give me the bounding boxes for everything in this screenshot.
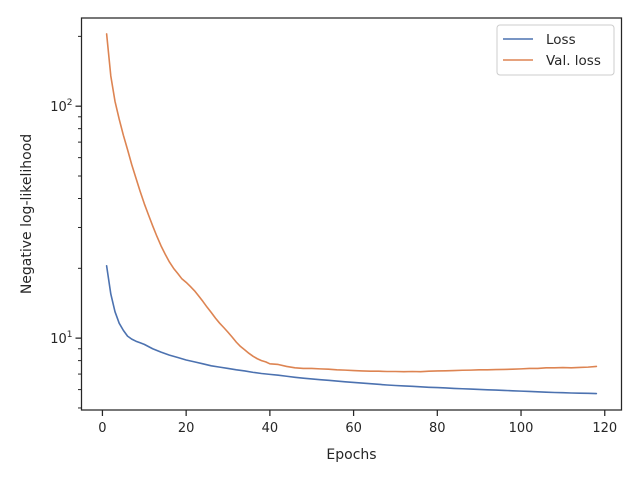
x-tick-label: 20 (178, 421, 195, 436)
legend: Loss Val. loss (496, 24, 615, 76)
x-tick-label: 100 (509, 421, 534, 436)
y-tick-label: 101 (50, 330, 72, 347)
x-tick-label: 40 (262, 421, 279, 436)
series-group (105, 33, 598, 395)
x-tick-label: 120 (592, 421, 617, 436)
x-tick-label: 60 (345, 421, 362, 436)
x-tick-label: 80 (429, 421, 446, 436)
legend-box (496, 24, 615, 76)
y-axis-title: Negative log-likelihood (19, 134, 35, 294)
series-line-loss (105, 265, 598, 395)
x-axis-title: Epochs (326, 447, 376, 463)
legend-label: Loss (546, 32, 576, 48)
x-tick-label: 0 (98, 421, 106, 436)
y-tick-label: 102 (50, 98, 72, 115)
x-axis: 0 20 40 60 80 100 120 (98, 410, 617, 436)
series-line-val-loss (105, 33, 598, 373)
plot-frame (80, 17, 623, 411)
legend-label: Val. loss (546, 53, 601, 69)
y-axis: 101 102 (50, 35, 82, 409)
